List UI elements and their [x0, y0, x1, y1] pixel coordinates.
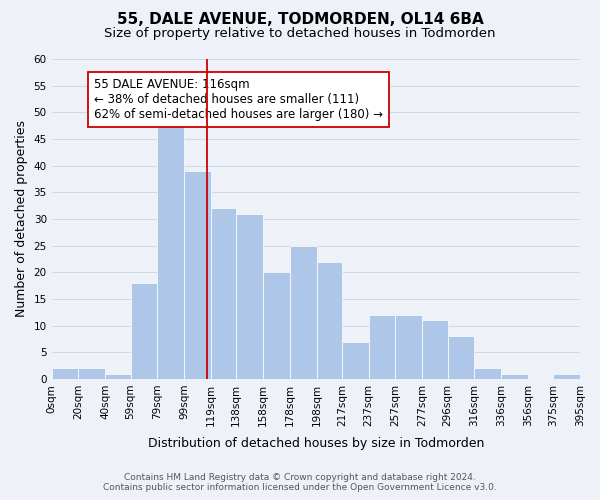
Bar — [131, 283, 157, 379]
Bar — [157, 112, 184, 379]
Text: 55, DALE AVENUE, TODMORDEN, OL14 6BA: 55, DALE AVENUE, TODMORDEN, OL14 6BA — [116, 12, 484, 28]
Bar — [52, 368, 79, 379]
Text: Size of property relative to detached houses in Todmorden: Size of property relative to detached ho… — [104, 28, 496, 40]
Bar — [395, 315, 422, 379]
Bar — [79, 368, 105, 379]
Bar — [236, 214, 263, 379]
Bar — [105, 374, 131, 379]
Bar — [317, 262, 342, 379]
Bar — [475, 368, 501, 379]
Bar — [422, 320, 448, 379]
Bar — [342, 342, 368, 379]
Text: 55 DALE AVENUE: 116sqm
← 38% of detached houses are smaller (111)
62% of semi-de: 55 DALE AVENUE: 116sqm ← 38% of detached… — [94, 78, 383, 121]
Bar — [580, 374, 600, 379]
X-axis label: Distribution of detached houses by size in Todmorden: Distribution of detached houses by size … — [148, 437, 484, 450]
Bar — [553, 374, 580, 379]
Bar — [501, 374, 528, 379]
Y-axis label: Number of detached properties: Number of detached properties — [15, 120, 28, 318]
Bar — [290, 246, 317, 379]
Bar — [368, 315, 395, 379]
Bar — [184, 171, 211, 379]
Bar — [448, 336, 475, 379]
Text: Contains HM Land Registry data © Crown copyright and database right 2024.
Contai: Contains HM Land Registry data © Crown c… — [103, 473, 497, 492]
Bar — [211, 208, 236, 379]
Bar — [263, 272, 290, 379]
